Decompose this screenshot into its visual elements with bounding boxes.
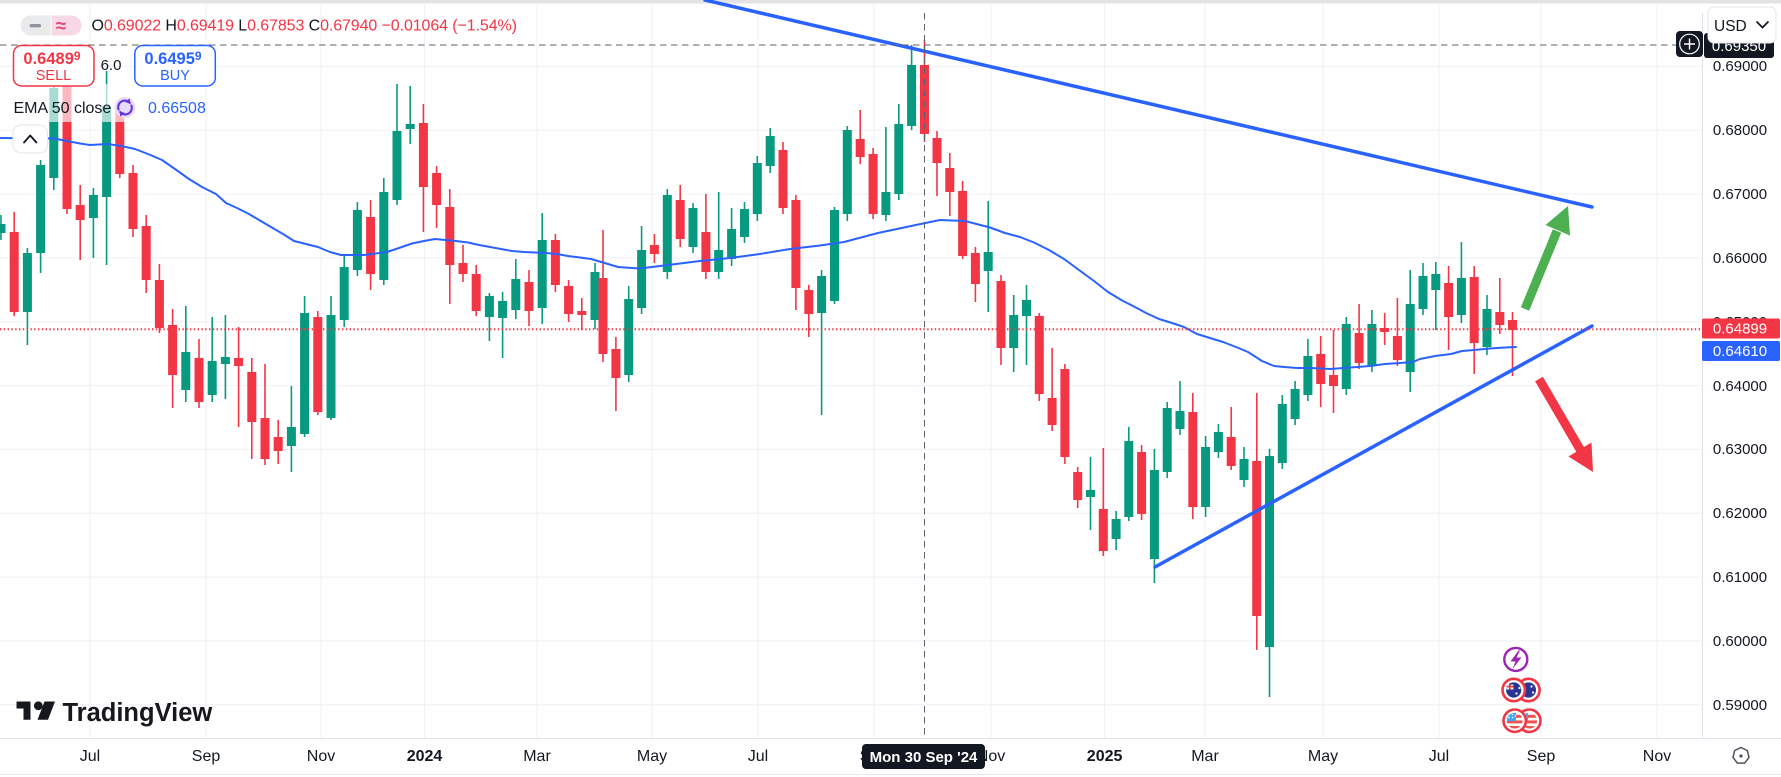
svg-text:6.0: 6.0: [101, 57, 122, 74]
svg-text:Jul: Jul: [748, 748, 768, 765]
svg-text:0.61000: 0.61000: [1713, 569, 1767, 586]
svg-text:0.66508: 0.66508: [148, 100, 206, 117]
svg-text:Mar: Mar: [523, 748, 551, 765]
svg-text:0.62000: 0.62000: [1713, 505, 1767, 522]
svg-text:USD: USD: [1714, 18, 1747, 35]
svg-text:0.64610: 0.64610: [1713, 343, 1767, 360]
svg-text:0.69000: 0.69000: [1713, 58, 1767, 75]
svg-text:Jul: Jul: [1429, 748, 1449, 765]
svg-text:0.67000: 0.67000: [1713, 186, 1767, 203]
svg-text:0.64899: 0.64899: [1713, 321, 1767, 338]
svg-text:Sep: Sep: [1527, 748, 1556, 765]
svg-text:O0.69022 H0.69419 L0.67853 C0.: O0.69022 H0.69419 L0.67853 C0.67940 −0.0…: [92, 18, 517, 35]
svg-text:≈: ≈: [56, 16, 67, 37]
svg-text:Jul: Jul: [80, 748, 100, 765]
svg-text:2024: 2024: [407, 748, 443, 765]
svg-text:Nov: Nov: [1643, 748, 1671, 765]
svg-text:Nov: Nov: [307, 748, 335, 765]
svg-text:0.63000: 0.63000: [1713, 441, 1767, 458]
svg-text:0.66000: 0.66000: [1713, 250, 1767, 267]
svg-text:0.64959: 0.64959: [144, 49, 201, 68]
svg-text:Mar: Mar: [1191, 748, 1219, 765]
svg-text:2025: 2025: [1087, 748, 1123, 765]
svg-text:BUY: BUY: [160, 68, 190, 84]
svg-text:TradingView: TradingView: [63, 699, 213, 727]
svg-text:May: May: [637, 748, 667, 765]
svg-text:Sep: Sep: [192, 748, 221, 765]
svg-text:0.60000: 0.60000: [1713, 633, 1767, 650]
svg-text:0.59000: 0.59000: [1713, 697, 1767, 714]
svg-text:0.64000: 0.64000: [1713, 378, 1767, 395]
svg-text:May: May: [1308, 748, 1338, 765]
svg-text:0.64899: 0.64899: [23, 49, 80, 68]
svg-text:EMA 50 close: EMA 50 close: [14, 100, 112, 117]
svg-text:Mon 30 Sep '24: Mon 30 Sep '24: [870, 749, 978, 766]
svg-text:SELL: SELL: [36, 68, 71, 84]
svg-text:0.68000: 0.68000: [1713, 122, 1767, 139]
